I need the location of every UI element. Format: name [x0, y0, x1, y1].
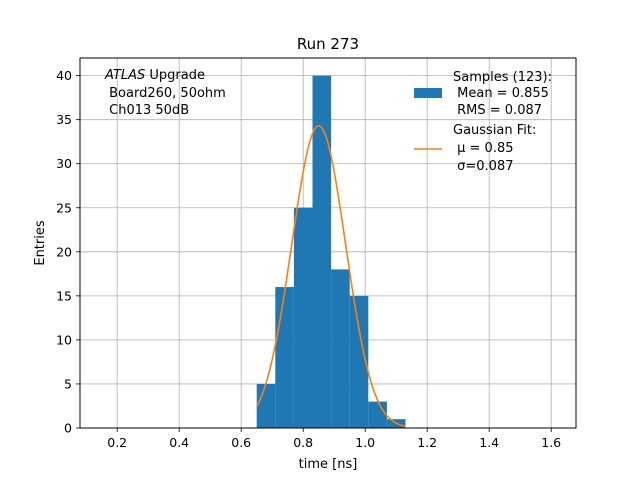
x-tick-label-3: 0.8: [293, 435, 313, 450]
histogram-bar-0: [256, 383, 276, 428]
x-tick-label-2: 0.6: [231, 435, 251, 450]
legend-samples-swatch: [414, 88, 442, 98]
svg-text:ATLAS Upgrade: ATLAS Upgrade: [104, 68, 205, 83]
histogram-bar-3: [312, 75, 332, 428]
histogram-bars: [256, 75, 406, 428]
legend-rms-label: RMS = 0.087: [453, 103, 542, 118]
y-tick-label-5: 25: [56, 200, 72, 215]
x-tick-label-6: 1.4: [479, 435, 499, 450]
legend-sigma-label: σ=0.087: [453, 159, 513, 174]
annotation-channel: Ch013 50dB: [105, 103, 189, 118]
legend-fit-label: Gaussian Fit:: [453, 123, 536, 138]
y-tick-label-0: 0: [64, 421, 72, 436]
legend-mu-label: μ = 0.85: [453, 141, 514, 156]
plot-frame: [79, 57, 577, 429]
gaussian-fit-curve: [255, 125, 406, 428]
y-axis-label: Entries: [33, 220, 48, 266]
y-tick-label-1: 5: [64, 376, 72, 391]
y-tick-label-8: 40: [56, 68, 72, 83]
histogram-bar-2: [293, 207, 313, 428]
legend-samples-label: Samples (123):: [453, 70, 552, 85]
annotation-upgrade: Upgrade: [145, 68, 205, 83]
x-tick-label-5: 1.2: [417, 435, 437, 450]
y-axis-ticks: 0 5 10 15 20 25 30 35 40: [56, 68, 80, 436]
fit-curve-group: [255, 125, 406, 428]
histogram-bar-5: [349, 295, 369, 428]
x-axis-ticks: 0.2 0.4 0.6 0.8 1.0 1.2 1.4 1.6: [107, 428, 561, 450]
x-tick-label-7: 1.6: [541, 435, 561, 450]
legend-mean-label: Mean = 0.855: [453, 86, 549, 101]
legend: Samples (123): Mean = 0.855 RMS = 0.087 …: [414, 70, 552, 174]
histogram-bar-4: [331, 269, 350, 428]
x-tick-label-4: 1.0: [355, 435, 375, 450]
chart-title: Run 273: [297, 35, 359, 53]
annotation: ATLAS Upgrade Board260, 50ohm Ch013 50dB: [104, 68, 226, 118]
y-tick-label-3: 15: [56, 288, 72, 303]
x-tick-label-1: 0.4: [169, 435, 189, 450]
histogram-bar-6: [368, 401, 387, 428]
annotation-atlas: ATLAS: [104, 68, 145, 83]
histogram-bar-1: [275, 287, 294, 428]
y-tick-label-7: 35: [56, 112, 72, 127]
y-tick-label-4: 20: [56, 244, 72, 259]
annotation-board: Board260, 50ohm: [105, 86, 226, 101]
x-axis-label: time [ns]: [299, 457, 358, 472]
x-tick-label-0: 0.2: [107, 435, 127, 450]
y-tick-label-2: 10: [56, 332, 72, 347]
y-tick-label-6: 30: [56, 156, 72, 171]
